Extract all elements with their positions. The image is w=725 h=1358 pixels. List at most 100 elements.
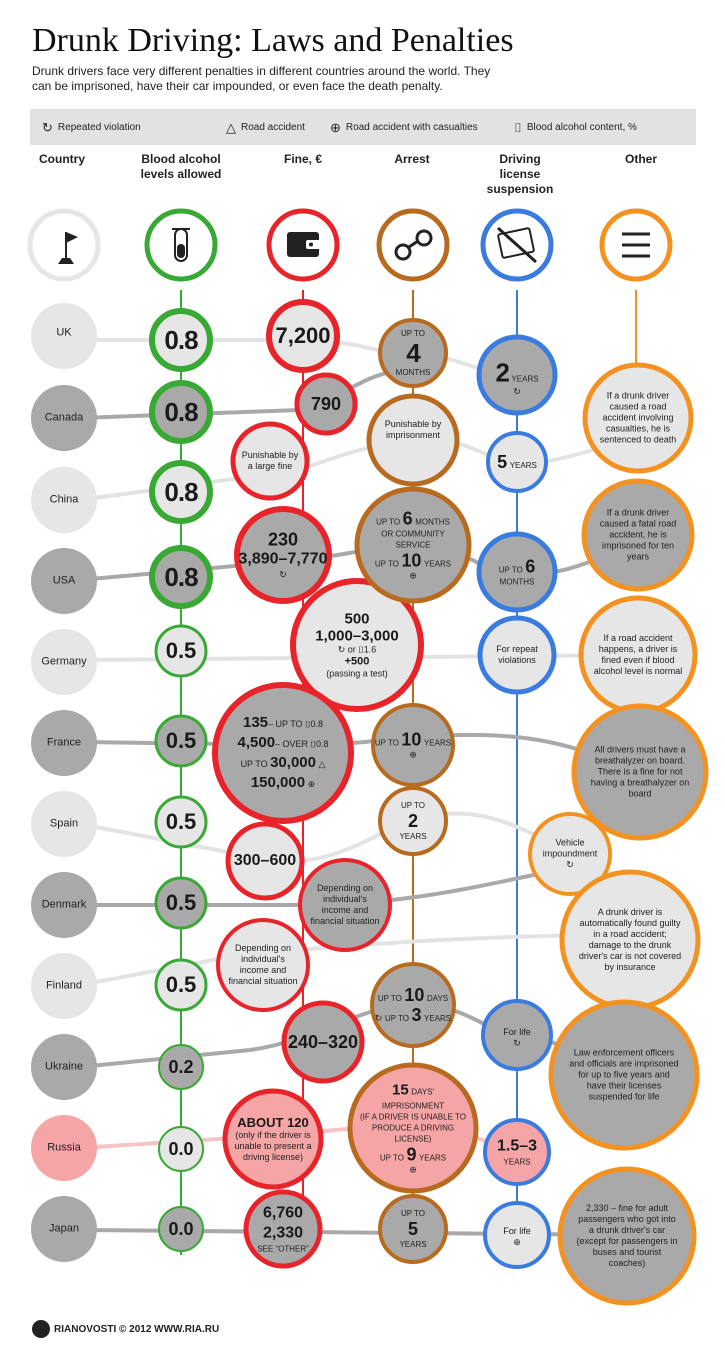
other-canada: If a drunk driver caused a road accident… xyxy=(599,390,677,445)
no-license-icon xyxy=(496,226,538,264)
bac-circle-canada xyxy=(149,380,213,444)
arrest-russia-row1: 15 DAYS' xyxy=(358,1081,468,1101)
bac-value-france: 0.5 xyxy=(165,728,197,753)
fine-circle-russia xyxy=(222,1088,324,1190)
license-japan: For life ⊕ xyxy=(503,1226,531,1248)
arrest-japan: UP TO 5 YEARS xyxy=(399,1208,426,1250)
fine-france-2c: 0.8 xyxy=(315,739,329,749)
country-circle-china xyxy=(31,467,97,533)
license-circle-usa xyxy=(476,531,558,613)
bac-value-uk: 0.8 xyxy=(164,325,198,355)
header-arrest: Arrest xyxy=(394,152,430,166)
country-label-uk: UK xyxy=(56,326,72,339)
fine-japan-3: SEE “OTHER” xyxy=(257,1244,309,1254)
wallet-icon xyxy=(287,232,321,257)
license-circle-ukraine xyxy=(481,999,553,1071)
fine-russia-1: ABOUT 120 xyxy=(237,1115,309,1130)
country-label-usa: USA xyxy=(52,574,76,587)
legend-bar: ↻ Repeated violation △ Road accident ⊕ R… xyxy=(30,109,696,145)
legend-accident: △ Road accident xyxy=(226,109,305,145)
arrest-russia-5: UP TO xyxy=(379,1153,404,1163)
license-ukraine-text: For life xyxy=(503,1027,531,1037)
license-usa: UP TO 6 MONTHS xyxy=(482,557,552,588)
menu-icon xyxy=(622,232,650,258)
test-tube-icon: ⌷ xyxy=(358,644,364,655)
plus-circle-icon: ⊕ xyxy=(513,1237,521,1247)
fine-japan-2: 2,330 xyxy=(262,1224,304,1242)
arrest-usa-5: UP TO xyxy=(374,559,399,569)
fine-circle-germany xyxy=(290,578,424,712)
repeat-icon: ↻ xyxy=(513,386,521,397)
fine-germany-bac: 1.6 xyxy=(363,644,377,655)
country-label-ukraine: Ukraine xyxy=(45,1060,83,1073)
arrest-circle-france xyxy=(371,703,455,787)
arrest-usa-7: YEARS xyxy=(423,559,452,569)
license-circle-russia xyxy=(483,1118,551,1186)
fine-circle-ukraine xyxy=(281,1000,365,1084)
fine-usa-1: 230 xyxy=(267,529,299,550)
fine-germany-test: (passing a test) xyxy=(326,668,388,679)
arrest-circle-spain xyxy=(378,786,448,856)
arrest-circle-russia xyxy=(347,1062,479,1194)
bac-value-finland: 0.5 xyxy=(165,972,197,997)
bac-circle-spain xyxy=(154,795,208,849)
bac-value-ukraine: 0.2 xyxy=(168,1057,194,1077)
country-circle-uk xyxy=(31,303,97,369)
arrest-circle-canada xyxy=(366,393,460,487)
fine-japan: 6,760 2,330 SEE “OTHER” xyxy=(247,1204,319,1255)
arrest-finland-row1: UP TO 10 DAYS xyxy=(373,985,453,1005)
header-bac: Blood alcohol levels allowed xyxy=(140,152,222,181)
arrest-circle-japan xyxy=(378,1194,448,1264)
license-ukraine: For life ↻ xyxy=(503,1027,531,1049)
footer: RIANOVOSTI © 2012 WWW.RIA.RU xyxy=(32,1320,219,1338)
license-usa-3: MONTHS xyxy=(499,577,535,587)
arrest-russia: 15 DAYS' IMPRISONMENT (IF A DRIVER IS UN… xyxy=(358,1081,468,1176)
other-circle-usa xyxy=(581,478,695,592)
fine-circle-canada xyxy=(294,372,358,436)
country-label-china: China xyxy=(49,493,79,506)
arrest-canada: Punishable by imprisonment xyxy=(384,419,442,440)
arrest-usa-4: OR COMMUNITY SERVICE xyxy=(381,529,445,550)
arrest-circle-finland xyxy=(370,962,456,1048)
header-fine: Fine, € xyxy=(283,152,322,166)
license-germany: For repeat violations xyxy=(496,644,538,665)
fine-circle-japan xyxy=(243,1189,323,1269)
arrest-uk-1: UP TO xyxy=(400,329,426,338)
bac-circle-france xyxy=(154,714,208,768)
fine-france-row4: 150,000 ⊕ xyxy=(223,773,343,793)
country-label-france: France xyxy=(46,736,82,749)
arrest-usa-1: UP TO xyxy=(376,517,401,527)
arrest-usa-6: 10 xyxy=(401,550,422,571)
bac-value-germany: 0.5 xyxy=(165,638,197,663)
plus-circle-icon: ⊕ xyxy=(409,749,417,760)
fine-germany-1: 500 xyxy=(344,610,370,628)
license-canada: 5 YEARS xyxy=(497,452,537,472)
arrest-japan-3: YEARS xyxy=(399,1240,427,1249)
license-circle-japan xyxy=(483,1201,551,1269)
arrest-finland-1: UP TO xyxy=(377,994,402,1003)
arrest-uk-3: MONTHS xyxy=(395,368,431,377)
arrest-usa-row1: UP TO 6 MONTHS xyxy=(363,509,463,529)
arrest-circles xyxy=(347,318,479,1264)
test-tube-icon xyxy=(172,228,190,262)
bac-value-russia: 0.0 xyxy=(168,1139,194,1159)
fine-france-3: 30,000 xyxy=(270,754,316,771)
country-label-russia: Russia xyxy=(47,1141,81,1154)
connector-canada xyxy=(79,366,414,420)
bac-circle-germany xyxy=(154,624,208,678)
license-canada-1: 5 xyxy=(497,452,508,472)
arrest-finland-3: DAYS xyxy=(426,994,449,1003)
country-circles xyxy=(31,303,97,1262)
fine-germany-or: or xyxy=(347,644,356,655)
legend-accident-label: Road accident xyxy=(241,121,305,133)
country-circle-russia xyxy=(31,1115,97,1181)
fine-denmark: Depending on individual's income and fin… xyxy=(310,883,380,926)
other-spain: Vehicle impoundment ↻ xyxy=(537,838,603,871)
repeat-icon: ↻ xyxy=(337,644,346,655)
fine-usa-2: 3,890–7,770 xyxy=(238,550,328,568)
fine-canada: 790 xyxy=(310,394,342,414)
bac-circle-ukraine xyxy=(158,1044,204,1090)
fine-france-row2: 4,500– OVER ⌷0.8 xyxy=(223,733,343,753)
other-germany: If a road accident happens, a driver is … xyxy=(593,633,683,676)
country-circle-germany xyxy=(31,629,97,695)
